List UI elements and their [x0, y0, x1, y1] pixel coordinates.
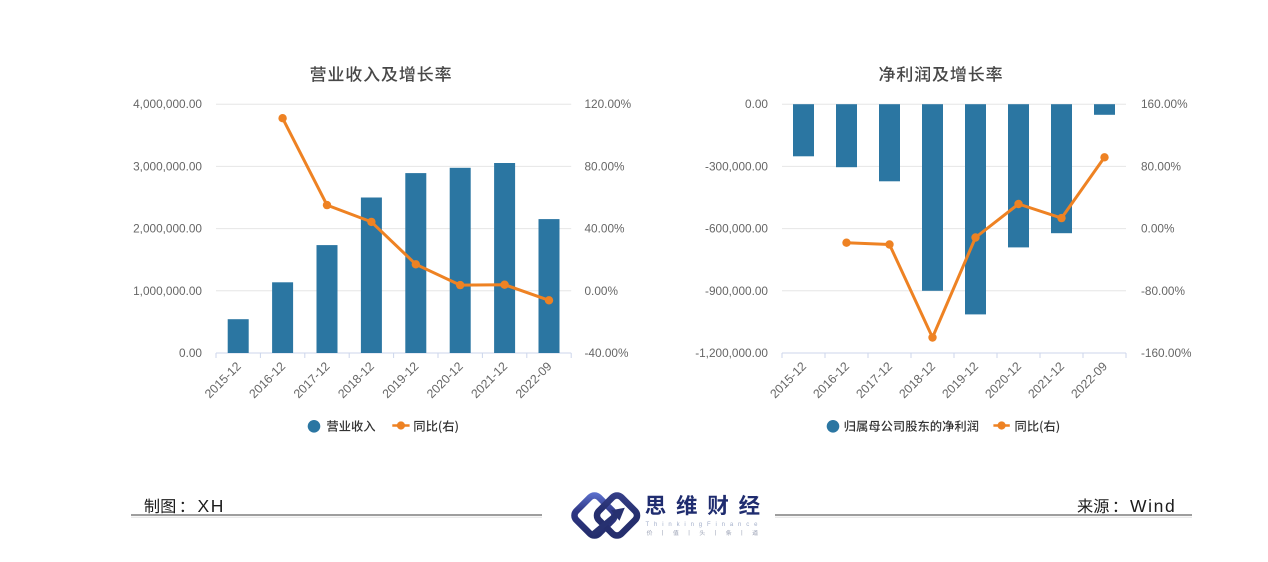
svg-text:40.00%: 40.00%	[585, 222, 626, 236]
svg-text:-40.00%: -40.00%	[585, 346, 629, 360]
svg-text:0.00%: 0.00%	[1141, 222, 1175, 236]
svg-text:-900,000.00: -900,000.00	[705, 284, 768, 298]
svg-text:4,000,000.00: 4,000,000.00	[133, 97, 202, 111]
svg-text:80.00%: 80.00%	[1141, 159, 1182, 173]
svg-text:-80.00%: -80.00%	[1141, 284, 1185, 298]
svg-text:160.00%: 160.00%	[1141, 97, 1188, 111]
svg-text:-600,000.00: -600,000.00	[705, 222, 768, 236]
svg-text:0.00: 0.00	[179, 346, 202, 360]
svg-text:0.00%: 0.00%	[585, 284, 619, 298]
svg-text:120.00%: 120.00%	[585, 97, 632, 111]
svg-text:ThinkingFinance: ThinkingFinance	[646, 522, 763, 528]
svg-text:1,000,000.00: 1,000,000.00	[133, 284, 202, 298]
svg-text:0.00: 0.00	[745, 97, 768, 111]
svg-text:XH: XH	[198, 496, 226, 516]
svg-text:80.00%: 80.00%	[585, 159, 626, 173]
svg-text:-1,200,000.00: -1,200,000.00	[695, 346, 768, 360]
svg-text:-160.00%: -160.00%	[1141, 346, 1192, 360]
svg-text:-300,000.00: -300,000.00	[705, 159, 768, 173]
svg-text:2,000,000.00: 2,000,000.00	[133, 222, 202, 236]
svg-text:3,000,000.00: 3,000,000.00	[133, 159, 202, 173]
svg-text:Wind: Wind	[1130, 496, 1176, 516]
